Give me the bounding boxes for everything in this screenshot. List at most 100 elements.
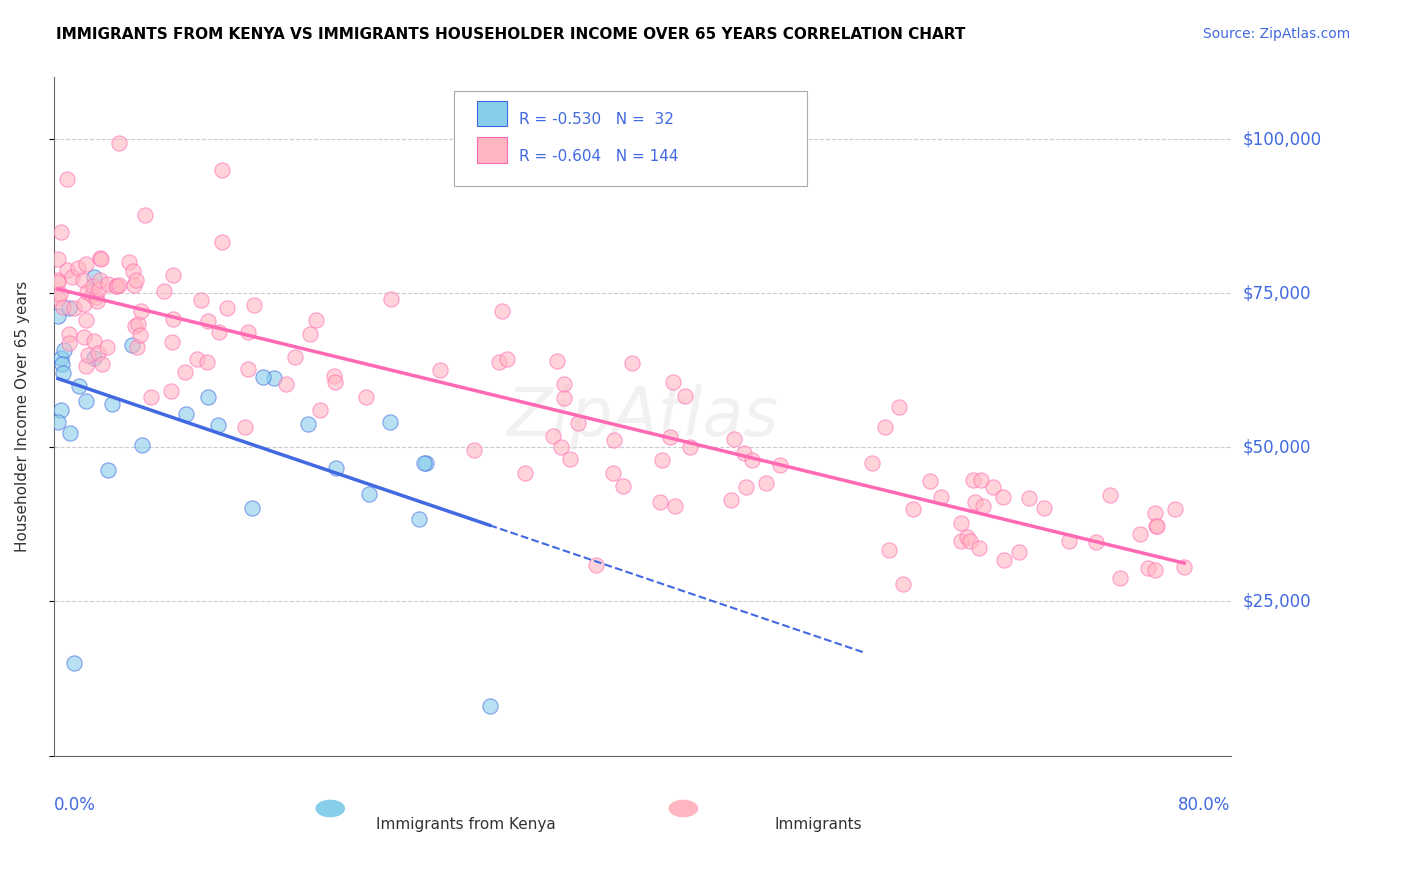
Point [380,292,402,306]
Point [56,172,79,186]
Point [197,390,219,404]
Point [962,473,984,487]
Point [63,301,86,315]
Point [1108,571,1130,585]
Point [887,400,910,414]
Point [108,277,131,292]
Point [46,309,69,323]
Text: Source: ZipAtlas.com: Source: ZipAtlas.com [1202,27,1350,41]
Point [415,456,437,470]
Point [1018,491,1040,505]
Point [58,336,80,351]
Point [325,461,347,475]
Point [91,358,114,372]
Point [72,273,94,287]
Point [309,402,332,417]
Point [553,376,575,391]
Point [83,270,105,285]
Point [84,290,107,304]
Text: Immigrants: Immigrants [775,816,862,831]
Point [53,343,76,357]
Point [1144,518,1167,533]
Point [217,301,239,315]
Point [89,273,111,287]
Point [378,415,401,429]
Point [162,268,184,282]
Point [959,534,981,549]
Point [121,264,143,278]
Text: $100,000: $100,000 [1243,130,1322,148]
Text: $50,000: $50,000 [1243,438,1310,457]
Point [46,252,69,266]
Point [950,516,973,530]
Point [496,351,519,366]
Point [51,366,73,380]
Point [100,397,122,411]
Point [60,269,83,284]
Point [233,420,256,434]
Point [46,291,69,305]
Point [1085,534,1108,549]
Point [73,330,96,344]
Point [263,371,285,385]
Point [1136,561,1159,575]
Point [1144,507,1167,521]
Point [73,297,96,311]
Point [901,501,924,516]
Point [741,453,763,467]
Point [58,301,80,315]
Point [67,379,90,393]
Point [186,351,208,366]
Point [124,319,146,334]
Point [585,558,607,572]
Point [122,277,145,292]
Point [550,440,572,454]
Text: Immigrants from Kenya: Immigrants from Kenya [375,816,555,831]
Text: R = -0.604   N = 144: R = -0.604 N = 144 [519,149,678,163]
Point [408,511,430,525]
Point [83,334,105,348]
Point [75,313,97,327]
Point [1098,488,1121,502]
Point [664,499,686,513]
Point [929,490,952,504]
Point [612,478,634,492]
Point [1129,526,1152,541]
Bar [478,101,506,127]
Point [97,463,120,477]
Point [51,357,73,371]
Point [662,375,685,389]
Point [127,340,149,354]
Point [108,136,131,150]
Point [993,490,1015,504]
Point [46,272,69,286]
Point [75,394,97,409]
Point [299,326,322,341]
Point [860,457,883,471]
Point [46,276,69,290]
Point [211,162,233,177]
Point [80,288,103,302]
Point [208,325,231,339]
Point [918,474,941,488]
Point [1143,563,1166,577]
Point [211,235,233,249]
Point [125,273,148,287]
FancyBboxPatch shape [454,91,807,186]
Point [1008,545,1031,559]
Point [963,494,986,508]
Point [236,326,259,340]
Point [162,312,184,326]
Point [105,279,128,293]
Text: R = -0.530   N =  32: R = -0.530 N = 32 [519,112,673,127]
Point [96,340,118,354]
Point [284,350,307,364]
Point [121,338,143,352]
Point [56,262,79,277]
Point [768,458,790,472]
Point [658,430,681,444]
Point [104,279,127,293]
Text: ZipAtlas: ZipAtlas [506,384,779,450]
Point [357,487,380,501]
Point [513,467,536,481]
